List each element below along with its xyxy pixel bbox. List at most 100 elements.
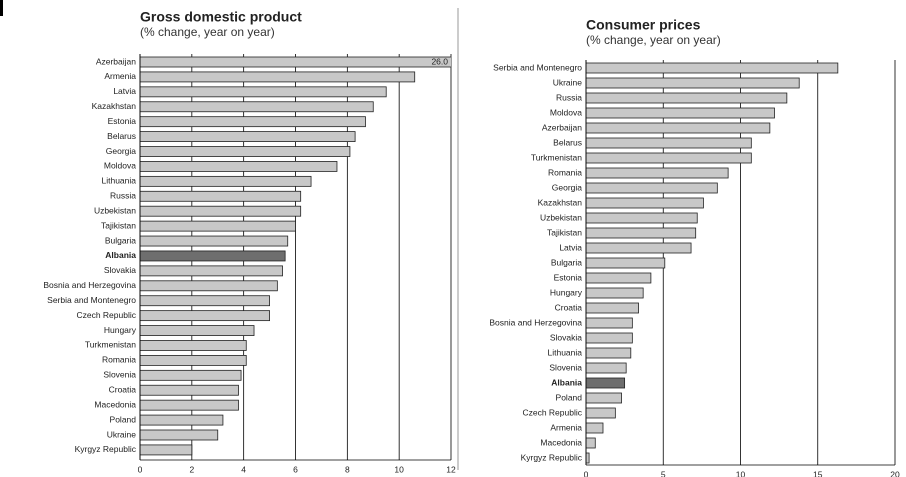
y-tick-label: Bulgaria xyxy=(105,235,136,245)
y-tick-label: Serbia and Montenegro xyxy=(493,62,582,72)
y-tick-label: Poland xyxy=(556,392,583,402)
bar xyxy=(586,167,729,179)
y-tick-label: Azerbaijan xyxy=(96,56,136,66)
bar xyxy=(140,131,356,143)
bar xyxy=(140,161,338,172)
x-tick-label: 15 xyxy=(813,469,823,477)
bar xyxy=(586,137,752,149)
y-tick-label: Estonia xyxy=(108,116,137,126)
bar xyxy=(140,235,289,247)
bar xyxy=(586,317,633,329)
y-tick-label: Russia xyxy=(110,191,136,201)
y-tick-label: Kazakhstan xyxy=(538,197,583,207)
y-tick-label: Tajikistan xyxy=(101,220,136,230)
y-tick-label: Poland xyxy=(110,414,137,424)
bars xyxy=(140,56,451,456)
y-tick-label: Bosnia and Herzegovina xyxy=(489,317,582,327)
x-tick-label: 10 xyxy=(394,464,404,474)
bar xyxy=(140,414,224,426)
bar xyxy=(140,429,219,441)
y-tick-label: Moldova xyxy=(550,107,582,117)
y-tick-label: Bosnia and Herzegovina xyxy=(43,280,136,290)
bar xyxy=(140,384,239,396)
bar xyxy=(586,362,627,374)
bar xyxy=(586,392,622,404)
y-tick-label: Uzbekistan xyxy=(94,205,136,215)
bar xyxy=(586,197,704,209)
x-tick-label: 10 xyxy=(736,469,746,477)
y-tick-label: Azerbaijan xyxy=(542,122,582,132)
bar xyxy=(586,152,752,164)
y-tick-label: Macedonia xyxy=(94,399,136,409)
bar xyxy=(586,182,718,194)
bar xyxy=(586,407,616,419)
bar xyxy=(140,399,239,411)
y-tick-label: Albania xyxy=(105,250,136,260)
bar xyxy=(586,227,697,239)
y-tick-label: Armenia xyxy=(104,71,136,81)
y-tick-label: Slovenia xyxy=(103,370,136,380)
y-tick-label: Kyrgyz Republic xyxy=(521,452,583,462)
bar xyxy=(586,272,652,284)
x-tick-label: 2 xyxy=(189,464,194,474)
y-tick-label: Georgia xyxy=(106,146,137,156)
y-tick-label: Hungary xyxy=(104,325,137,335)
bar xyxy=(140,444,193,456)
x-tick-label: 12 xyxy=(446,464,456,474)
corner-mark xyxy=(0,0,3,16)
bar xyxy=(140,325,255,336)
bar xyxy=(140,190,302,202)
x-tick-label: 8 xyxy=(345,464,350,474)
bar xyxy=(140,71,416,83)
y-tick-label: Turkmenistan xyxy=(85,340,136,350)
chart-subtitle: (% change, year on year) xyxy=(586,33,721,47)
y-tick-label: Bulgaria xyxy=(551,257,582,267)
bar xyxy=(140,116,366,128)
bar xyxy=(140,295,270,307)
bar xyxy=(140,369,242,381)
y-tick-label: Albania xyxy=(551,377,582,387)
bar xyxy=(140,56,451,68)
bar xyxy=(140,340,247,351)
bar xyxy=(586,212,698,224)
bar xyxy=(586,452,590,464)
y-tick-label: Uzbekistan xyxy=(540,212,582,222)
bar xyxy=(140,354,247,366)
y-tick-label: Moldova xyxy=(104,161,136,171)
y-tick-label: Czech Republic xyxy=(522,407,582,417)
x-tick-label: 0 xyxy=(584,469,589,477)
y-tick-label: Romania xyxy=(548,167,582,177)
y-tick-label: Slovakia xyxy=(550,332,582,342)
y-tick-label: Lithuania xyxy=(101,176,136,186)
x-tick-label: 4 xyxy=(241,464,246,474)
y-tick-label: Kazakhstan xyxy=(92,101,137,111)
y-tick-label: Ukraine xyxy=(107,429,137,439)
y-tick-label: Serbia and Montenegro xyxy=(47,295,136,305)
y-tick-label: Slovakia xyxy=(104,265,136,275)
x-tick-label: 5 xyxy=(661,469,666,477)
y-tick-label: Croatia xyxy=(109,384,137,394)
bar xyxy=(140,101,374,113)
bar xyxy=(586,122,771,134)
chart-title: Consumer prices xyxy=(586,17,701,33)
y-tick-label: Latvia xyxy=(113,86,136,96)
bar xyxy=(586,377,626,389)
bar xyxy=(586,62,839,74)
chart: Gross domestic product(% change, year on… xyxy=(43,9,456,475)
bar xyxy=(140,265,283,277)
y-tick-label: Latvia xyxy=(559,242,582,252)
y-tick-label: Tajikistan xyxy=(547,227,582,237)
y-tick-label: Georgia xyxy=(552,182,583,192)
bar xyxy=(586,332,633,344)
bar xyxy=(140,280,278,292)
bar xyxy=(586,242,692,254)
bar xyxy=(586,257,666,269)
y-tick-label: Croatia xyxy=(555,302,583,312)
bar xyxy=(586,92,788,104)
y-tick-label: Kyrgyz Republic xyxy=(75,444,137,454)
bar xyxy=(586,422,604,434)
bar xyxy=(140,86,387,98)
y-tick-label: Turkmenistan xyxy=(531,152,582,162)
chart: Consumer prices(% change, year on year) 0… xyxy=(489,17,900,477)
